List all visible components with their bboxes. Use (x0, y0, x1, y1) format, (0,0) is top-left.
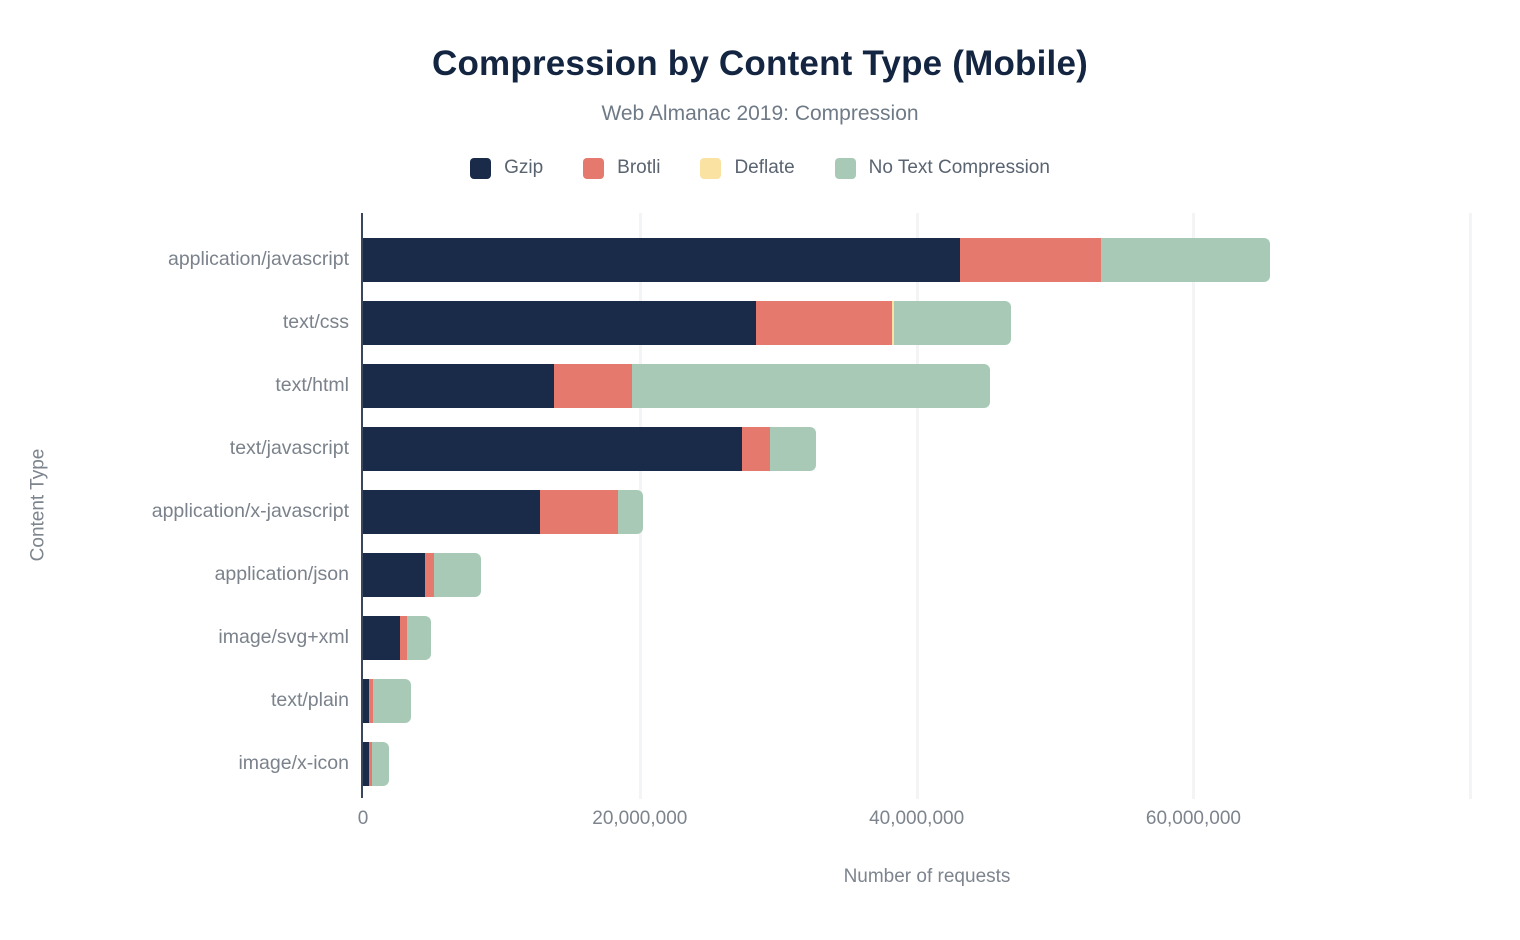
bar-row (363, 732, 1491, 795)
bar-segment-no-text-compression[interactable] (617, 489, 643, 534)
bar-row (363, 606, 1491, 669)
bar-segment-brotli[interactable] (369, 678, 374, 723)
legend-label: Gzip (504, 157, 544, 178)
legend: Gzip Brotli Deflate No Text Compression (0, 157, 1520, 179)
gridline (1192, 213, 1196, 799)
bar-segment-brotli[interactable] (425, 552, 434, 597)
bar-segment-gzip[interactable] (363, 300, 757, 345)
category-label: text/html (275, 374, 349, 396)
category-label: application/javascript (167, 248, 349, 270)
legend-swatch-icon (834, 157, 856, 179)
stacked-bar-image-svg-xml (363, 615, 1491, 660)
bar-segment-gzip[interactable] (363, 741, 370, 786)
x-axis-ticks: 0 20,000,000 40,000,000 60,000,000 (358, 808, 1491, 832)
category-label: application/json (214, 563, 349, 585)
chart-subtitle: Web Almanac 2019: Compression (601, 102, 919, 125)
bar-row (363, 543, 1491, 606)
bar-segment-no-text-compression[interactable] (407, 615, 431, 660)
bar-segment-gzip[interactable] (363, 363, 554, 408)
legend-item-deflate: Deflate (700, 157, 795, 179)
category-label: image/svg+xml (218, 626, 349, 648)
chart-title: Compression by Content Type (Mobile) (431, 44, 1089, 83)
bar-segment-deflate[interactable] (891, 300, 894, 345)
category-label: text/javascript (229, 437, 349, 459)
category-label: text/css (282, 311, 349, 333)
gridline (915, 213, 919, 799)
bar-segment-brotli[interactable] (959, 237, 1101, 282)
legend-swatch-icon (470, 157, 492, 179)
stacked-bar-text-html (363, 363, 1491, 408)
bar-segment-no-text-compression[interactable] (433, 552, 481, 597)
bar-segment-brotli[interactable] (369, 741, 372, 786)
legend-item-gzip: Gzip (470, 157, 543, 179)
bar-segment-brotli[interactable] (400, 615, 408, 660)
stacked-bar-application-json (363, 552, 1491, 597)
bar-row (363, 354, 1491, 417)
bar-segment-brotli[interactable] (756, 300, 892, 345)
bar-segment-gzip[interactable] (363, 237, 960, 282)
bar-segment-no-text-compression[interactable] (373, 678, 411, 723)
category-label: image/x-icon (238, 752, 349, 774)
stacked-bar-text-css (363, 300, 1491, 345)
bar-segment-gzip[interactable] (363, 552, 426, 597)
bar-segment-no-text-compression[interactable] (1100, 237, 1270, 282)
gridline (1469, 213, 1473, 799)
legend-swatch-icon (583, 157, 605, 179)
legend-label: No Text Compression (868, 157, 1050, 178)
bar-row (363, 417, 1491, 480)
y-axis-line (361, 213, 363, 798)
bar-segment-brotli[interactable] (540, 489, 618, 534)
legend-label: Brotli (617, 157, 661, 178)
y-axis-title-wrap: Content Type (0, 213, 76, 797)
bar-row (363, 669, 1491, 732)
bar-segment-no-text-compression[interactable] (631, 363, 990, 408)
x-tick-label: 60,000,000 (1145, 808, 1241, 829)
bar-row (363, 480, 1491, 543)
bar-segment-no-text-compression[interactable] (769, 426, 816, 471)
y-axis-title: Content Type (27, 448, 48, 562)
bar-segment-no-text-compression[interactable] (371, 741, 389, 786)
bar-segment-brotli[interactable] (742, 426, 770, 471)
x-tick-label: 40,000,000 (869, 808, 965, 829)
x-tick-label: 20,000,000 (592, 808, 688, 829)
stacked-bar-application-javascript (363, 237, 1491, 282)
bar-segment-brotli[interactable] (554, 363, 632, 408)
stacked-bar-text-plain (363, 678, 1491, 723)
plot-area (361, 213, 1491, 799)
category-label: application/x-javascript (151, 500, 349, 522)
bar-row (363, 228, 1491, 291)
bar-row (363, 291, 1491, 354)
x-tick-label: 0 (357, 808, 369, 829)
bars-container (363, 213, 1491, 797)
category-label: text/plain (270, 689, 349, 711)
bar-segment-no-text-compression[interactable] (893, 300, 1012, 345)
bar-segment-gzip[interactable] (363, 678, 370, 723)
legend-item-brotli: Brotli (583, 157, 660, 179)
bar-segment-gzip[interactable] (363, 615, 401, 660)
stacked-bar-image-x-icon (363, 741, 1491, 786)
bar-segment-gzip[interactable] (363, 489, 541, 534)
legend-item-no-text-compression: No Text Compression (834, 157, 1050, 179)
x-axis-title: Number of requests (843, 866, 1011, 887)
legend-swatch-icon (700, 157, 722, 179)
bar-segment-gzip[interactable] (363, 426, 743, 471)
category-labels: application/javascript text/css text/html t… (76, 213, 349, 797)
legend-label: Deflate (734, 157, 795, 178)
stacked-bar-application-x-javascript (363, 489, 1491, 534)
stacked-bar-text-javascript (363, 426, 1491, 471)
